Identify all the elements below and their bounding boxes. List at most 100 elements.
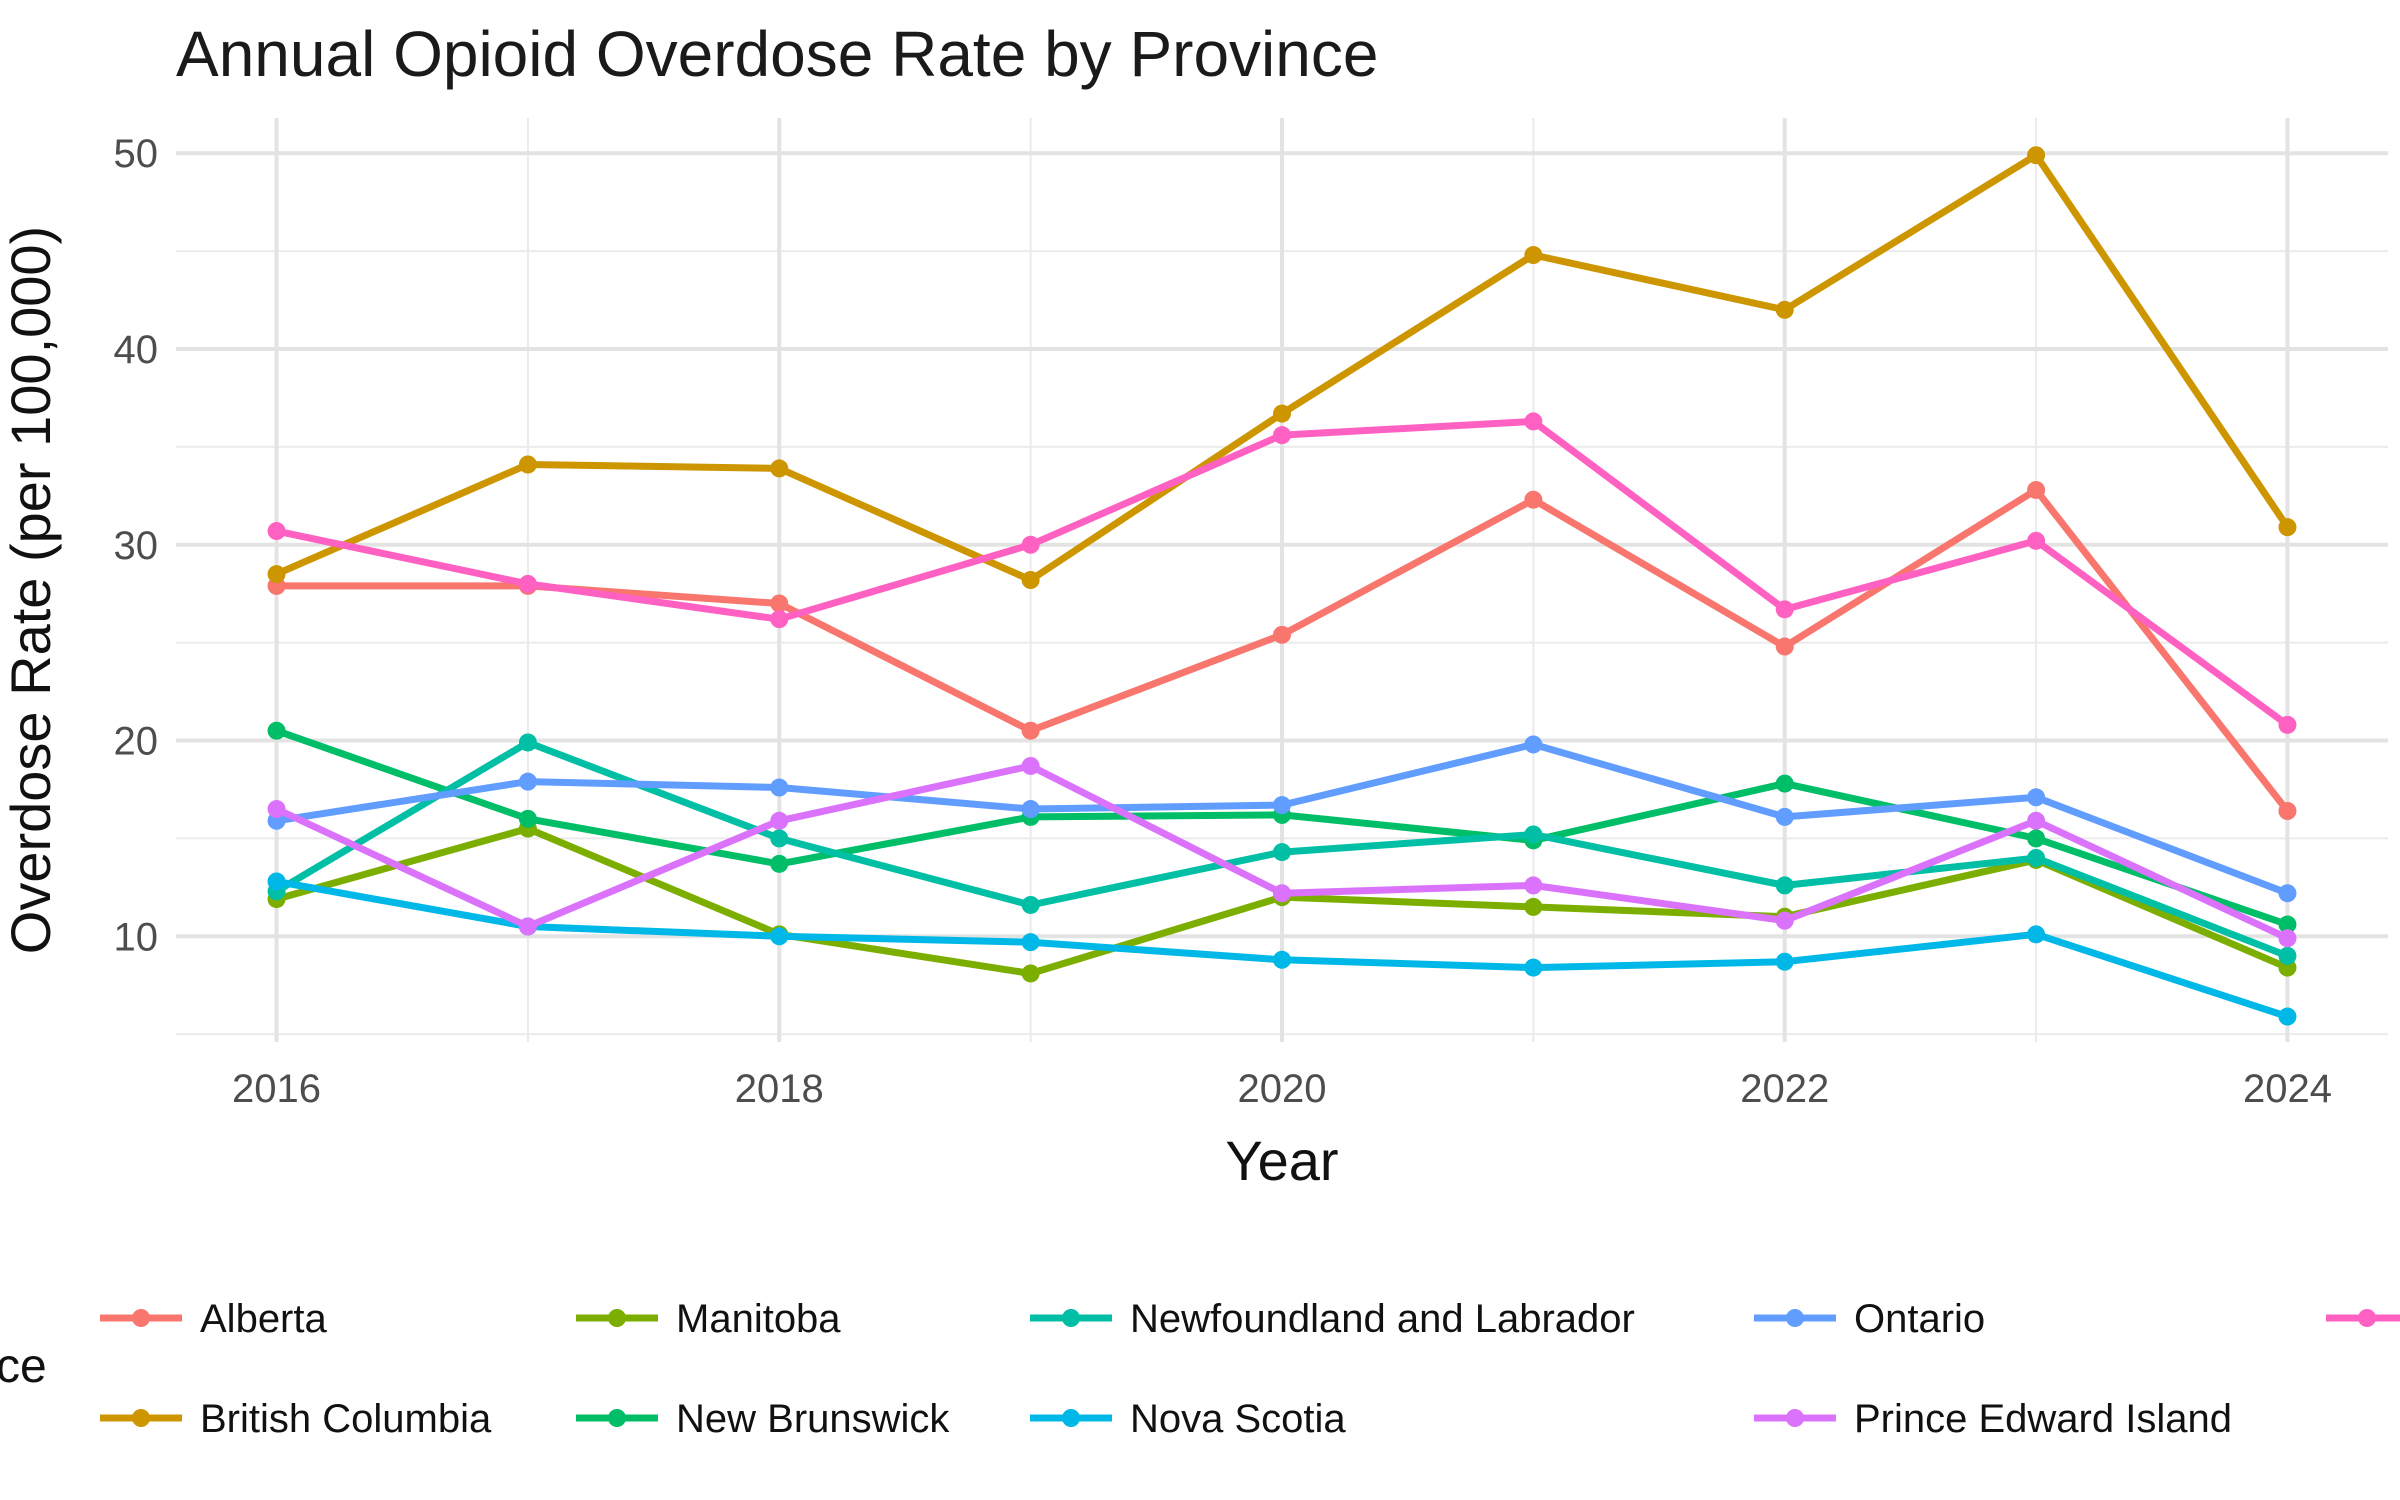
data-point xyxy=(1273,884,1291,903)
legend-label: Manitoba xyxy=(676,1297,841,1341)
data-point xyxy=(1273,404,1291,423)
legend-key-point xyxy=(2358,1309,2376,1327)
data-point xyxy=(1021,756,1040,775)
data-point xyxy=(267,565,286,584)
data-point xyxy=(1021,800,1040,819)
data-point xyxy=(518,455,537,474)
legend-key-point xyxy=(608,1409,626,1427)
legend-title: ce xyxy=(0,1340,47,1393)
y-tick-label: 50 xyxy=(114,132,159,176)
data-point xyxy=(1775,600,1794,619)
legend-item-prince-edward-island: Prince Edward Island xyxy=(1754,1397,2232,1441)
chart-title: Annual Opioid Overdose Rate by Province xyxy=(176,18,1378,90)
y-tick-label: 20 xyxy=(114,720,159,764)
data-point xyxy=(2027,925,2046,944)
data-point xyxy=(770,854,789,873)
data-point xyxy=(1524,735,1543,754)
data-point xyxy=(1775,774,1794,793)
data-point xyxy=(267,721,286,740)
data-point xyxy=(770,459,789,478)
legend-item-nova-scotia: Nova Scotia xyxy=(1030,1397,1346,1441)
data-point xyxy=(1021,571,1040,589)
data-point xyxy=(1775,807,1794,826)
data-point xyxy=(1273,426,1291,445)
data-point xyxy=(2278,915,2297,934)
data-point xyxy=(2278,715,2297,734)
legend-key-point xyxy=(1062,1309,1080,1327)
legend-key-point xyxy=(132,1309,150,1327)
data-point xyxy=(1775,300,1794,319)
data-point xyxy=(2027,788,2046,807)
data-point xyxy=(518,772,537,791)
legend-key-point xyxy=(1786,1309,1804,1327)
data-point xyxy=(518,574,537,593)
legend-item-unnamed xyxy=(2326,1309,2400,1327)
data-point xyxy=(1524,897,1543,916)
data-point xyxy=(518,733,537,752)
data-point xyxy=(1524,412,1543,431)
x-tick-label: 2016 xyxy=(232,1067,321,1111)
data-point xyxy=(2278,518,2297,537)
data-point xyxy=(1775,876,1794,895)
legend-key-point xyxy=(132,1409,150,1427)
x-tick-label: 2018 xyxy=(735,1067,824,1111)
data-point xyxy=(770,778,789,797)
data-point xyxy=(1775,637,1794,656)
data-point xyxy=(1273,950,1291,969)
series-lines xyxy=(267,146,2297,1026)
data-point xyxy=(2027,480,2046,499)
data-point xyxy=(1021,721,1040,740)
legend-item-alberta: Alberta xyxy=(100,1297,327,1341)
data-point xyxy=(1775,911,1794,930)
legend-key-point xyxy=(608,1309,626,1327)
legend-label: British Columbia xyxy=(200,1397,492,1441)
series-ontario xyxy=(267,735,2297,903)
legend-key-point xyxy=(1786,1409,1804,1427)
series-newfoundland-and-labrador xyxy=(267,733,2297,965)
y-tick-label: 10 xyxy=(114,915,159,959)
legend-label: Ontario xyxy=(1854,1297,1985,1341)
data-point xyxy=(1524,490,1543,509)
data-point xyxy=(1273,625,1291,644)
legend-item-newfoundland-and-labrador: Newfoundland and Labrador xyxy=(1030,1297,1635,1341)
legend-label: Prince Edward Island xyxy=(1854,1397,2232,1441)
data-point xyxy=(1021,933,1040,952)
data-point xyxy=(770,811,789,830)
data-point xyxy=(1524,958,1543,977)
data-point xyxy=(267,872,286,891)
data-point xyxy=(2027,848,2046,867)
legend-item-manitoba: Manitoba xyxy=(576,1297,841,1341)
data-point xyxy=(770,829,789,848)
data-point xyxy=(1273,796,1291,815)
data-point xyxy=(518,917,537,936)
data-point xyxy=(267,800,286,819)
data-point xyxy=(1021,964,1040,983)
data-point xyxy=(2278,946,2297,965)
y-axis-title: Overdose Rate (per 100,000) xyxy=(0,226,62,954)
data-point xyxy=(2278,1007,2297,1026)
x-tick-label: 2024 xyxy=(2243,1067,2332,1111)
data-point xyxy=(1775,952,1794,971)
data-point xyxy=(2278,802,2297,820)
data-point xyxy=(518,809,537,828)
legend: Alberta Manitoba Newfoundland and Labrador… xyxy=(100,1297,2400,1441)
data-point xyxy=(1524,876,1543,895)
data-point xyxy=(1273,843,1291,862)
data-point xyxy=(770,610,789,629)
legend-key-point xyxy=(1062,1409,1080,1427)
data-point xyxy=(2027,829,2046,848)
data-point xyxy=(2278,929,2297,948)
data-point xyxy=(2278,884,2297,903)
legend-label: Newfoundland and Labrador xyxy=(1130,1297,1635,1341)
data-point xyxy=(2027,531,2046,550)
data-point xyxy=(1524,246,1543,265)
data-point xyxy=(1021,895,1040,914)
data-point xyxy=(2027,811,2046,830)
legend-label: New Brunswick xyxy=(676,1397,950,1441)
series-prince-edward-island xyxy=(267,756,2297,948)
x-tick-label: 2020 xyxy=(1238,1067,1327,1111)
legend-item-ontario: Ontario xyxy=(1754,1297,1985,1341)
y-tick-label: 30 xyxy=(114,524,159,568)
x-tick-label: 2022 xyxy=(1740,1067,1829,1111)
